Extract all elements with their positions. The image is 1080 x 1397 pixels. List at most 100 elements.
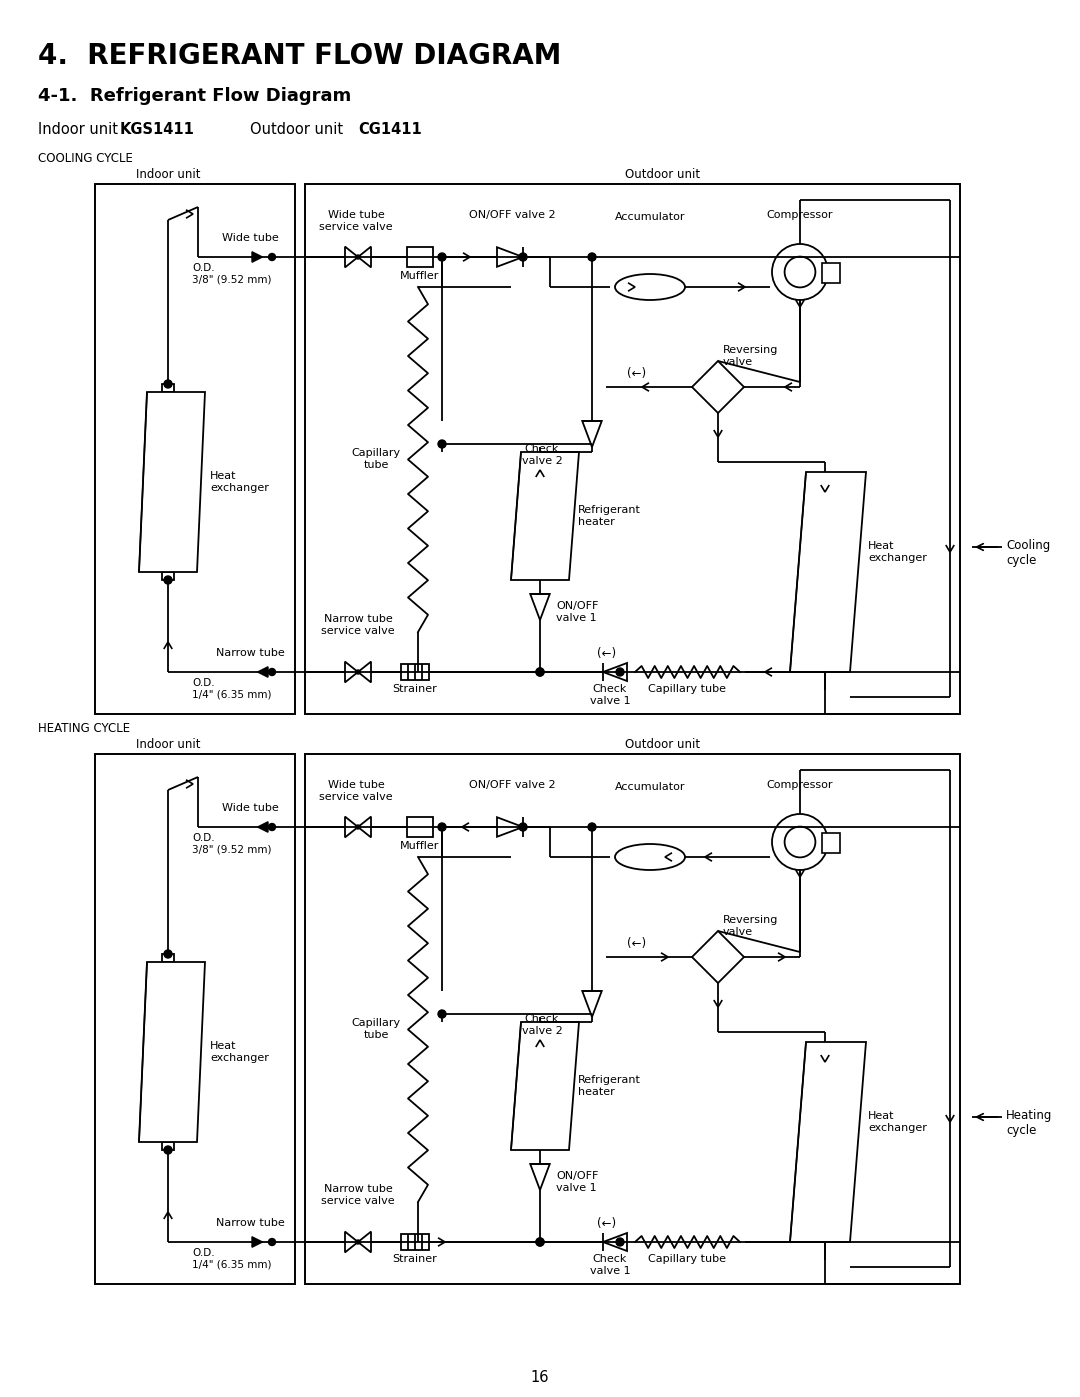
Circle shape [536, 668, 544, 676]
Text: Indoor unit: Indoor unit [136, 738, 200, 752]
Text: Heat
exchanger: Heat exchanger [210, 471, 269, 493]
Polygon shape [497, 817, 523, 837]
Text: COOLING CYCLE: COOLING CYCLE [38, 152, 133, 165]
Circle shape [519, 253, 527, 261]
Circle shape [588, 823, 596, 831]
Polygon shape [582, 990, 602, 1017]
Circle shape [269, 1239, 275, 1246]
Text: O.D.
1/4" (6.35 mm): O.D. 1/4" (6.35 mm) [192, 1248, 271, 1270]
Bar [407, 817, 433, 837]
Polygon shape [258, 666, 268, 678]
Text: Narrow tube: Narrow tube [216, 1218, 284, 1228]
Text: Narrow tube: Narrow tube [216, 648, 284, 658]
Text: ON/OFF
valve 1: ON/OFF valve 1 [556, 1171, 598, 1193]
Text: 4-1.  Refrigerant Flow Diagram: 4-1. Refrigerant Flow Diagram [38, 87, 351, 105]
Text: (←): (←) [597, 1217, 617, 1229]
Polygon shape [497, 247, 523, 267]
Bar [401, 1234, 429, 1250]
Circle shape [164, 380, 172, 388]
Polygon shape [252, 251, 262, 263]
Polygon shape [357, 662, 372, 682]
Text: ON/OFF valve 2: ON/OFF valve 2 [469, 780, 555, 789]
Circle shape [356, 1241, 360, 1243]
Ellipse shape [615, 274, 685, 300]
Text: Reversing
valve: Reversing valve [723, 345, 779, 366]
Circle shape [356, 671, 360, 673]
Circle shape [438, 823, 446, 831]
Circle shape [414, 668, 422, 676]
Bar [95, 184, 295, 714]
Bar [162, 1141, 174, 1150]
Text: Accumulator: Accumulator [615, 782, 685, 792]
Circle shape [269, 823, 275, 830]
Text: Strainer: Strainer [393, 1255, 437, 1264]
Circle shape [356, 826, 360, 828]
Polygon shape [530, 1164, 550, 1190]
Text: (←): (←) [597, 647, 617, 659]
Text: Compressor: Compressor [767, 210, 834, 219]
Text: Check
valve 2: Check valve 2 [522, 1014, 563, 1035]
Text: Narrow tube
service valve: Narrow tube service valve [321, 1185, 395, 1206]
Bar [822, 263, 840, 284]
Circle shape [164, 950, 172, 958]
Polygon shape [345, 247, 357, 267]
Bar [162, 571, 174, 580]
Text: KGS1411: KGS1411 [120, 122, 194, 137]
Text: Outdoor unit: Outdoor unit [625, 168, 701, 182]
Polygon shape [692, 930, 744, 983]
Text: Refrigerant
heater: Refrigerant heater [578, 506, 640, 527]
Text: O.D.
3/8" (9.52 mm): O.D. 3/8" (9.52 mm) [192, 263, 271, 285]
Circle shape [616, 668, 624, 676]
Polygon shape [357, 1232, 372, 1252]
Polygon shape [692, 360, 744, 414]
Text: (←): (←) [627, 937, 647, 950]
Text: Heat
exchanger: Heat exchanger [868, 541, 927, 563]
Text: Wide tube: Wide tube [221, 233, 279, 243]
Text: Compressor: Compressor [767, 780, 834, 789]
Polygon shape [530, 594, 550, 620]
Text: Narrow tube
service valve: Narrow tube service valve [321, 615, 395, 636]
Circle shape [784, 827, 815, 858]
Polygon shape [603, 664, 627, 680]
Text: Check
valve 2: Check valve 2 [522, 444, 563, 465]
Text: HEATING CYCLE: HEATING CYCLE [38, 722, 130, 735]
Circle shape [438, 1010, 446, 1018]
Text: Heat
exchanger: Heat exchanger [210, 1041, 269, 1063]
Polygon shape [789, 1042, 866, 1242]
Circle shape [772, 244, 828, 300]
Text: Check
valve 1: Check valve 1 [590, 685, 631, 705]
Circle shape [356, 256, 360, 258]
Bar [305, 184, 960, 714]
Bar [95, 754, 295, 1284]
Bar [305, 754, 960, 1284]
Polygon shape [511, 1023, 579, 1150]
Text: Heating
cycle: Heating cycle [1005, 1109, 1052, 1137]
Polygon shape [357, 247, 372, 267]
Text: Heat
exchanger: Heat exchanger [868, 1111, 927, 1133]
Text: Accumulator: Accumulator [615, 212, 685, 222]
Circle shape [269, 253, 275, 260]
Polygon shape [345, 1232, 357, 1252]
Ellipse shape [615, 844, 685, 870]
Circle shape [772, 814, 828, 870]
Text: O.D.
1/4" (6.35 mm): O.D. 1/4" (6.35 mm) [192, 678, 271, 700]
Text: Outdoor unit: Outdoor unit [249, 122, 343, 137]
Text: Check
valve 1: Check valve 1 [590, 1255, 631, 1275]
Circle shape [616, 1238, 624, 1246]
Text: (←): (←) [627, 367, 647, 380]
Circle shape [519, 823, 527, 831]
Polygon shape [582, 420, 602, 447]
Bar [822, 833, 840, 854]
Circle shape [269, 669, 275, 676]
Text: 16: 16 [530, 1370, 550, 1384]
Circle shape [536, 668, 544, 676]
Text: Refrigerant
heater: Refrigerant heater [578, 1076, 640, 1097]
Polygon shape [258, 821, 268, 833]
Text: Outdoor unit: Outdoor unit [625, 738, 701, 752]
Polygon shape [345, 817, 357, 837]
Circle shape [536, 1238, 544, 1246]
Text: Wide tube
service valve: Wide tube service valve [320, 210, 393, 232]
Polygon shape [252, 1236, 262, 1248]
Circle shape [164, 1146, 172, 1154]
Polygon shape [139, 963, 205, 1141]
